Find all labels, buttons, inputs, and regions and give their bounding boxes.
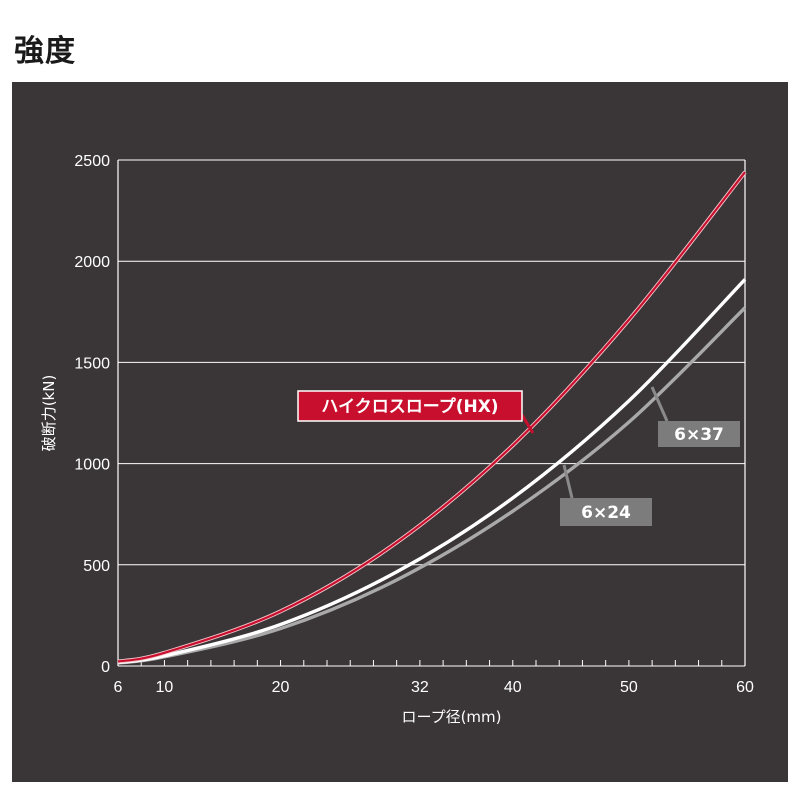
legend-6x24-leader xyxy=(562,464,574,499)
page-title: 強度 xyxy=(14,34,76,69)
chart-svg: 0 500 1000 1500 2000 2500 6 10 20 32 40 50 60 ハイクロス… xyxy=(40,153,754,726)
x-tick-label: 50 xyxy=(620,679,638,696)
legend-hx-label: ハイクロスロープ(HX) xyxy=(321,396,498,417)
x-tick-label: 6 xyxy=(114,679,123,696)
y-tick-label: 2000 xyxy=(74,254,110,271)
series-line-hx xyxy=(117,171,746,663)
y-tick-label: 500 xyxy=(83,558,110,575)
x-tick-label: 10 xyxy=(156,679,174,696)
legend-6x37-label: 6×37 xyxy=(674,425,724,445)
x-tick-label: 32 xyxy=(411,679,429,696)
x-tick-label: 40 xyxy=(504,679,522,696)
series-line-6x24 xyxy=(117,306,747,665)
x-tick-label: 60 xyxy=(736,679,754,696)
y-tick-label: 1000 xyxy=(74,457,110,474)
legend-6x37-box xyxy=(658,421,740,447)
legend-hx-box xyxy=(297,390,523,422)
x-axis-title: ロープ径(mm) xyxy=(401,708,501,726)
chart-panel: 0 500 1000 1500 2000 2500 6 10 20 32 40 50 60 ハイクロス… xyxy=(12,82,788,782)
y-tick-label: 0 xyxy=(101,659,110,676)
series-line-6x37 xyxy=(117,278,747,665)
y-axis-title: 破断力(kN) xyxy=(40,375,58,452)
x-tick-label: 20 xyxy=(272,679,290,696)
legend-6x24-box xyxy=(560,498,652,526)
y-tick-label: 1500 xyxy=(74,355,110,372)
legend-hx-leader xyxy=(520,414,535,434)
y-tick-label: 2500 xyxy=(74,153,110,170)
legend-6x24-label: 6×24 xyxy=(581,503,631,523)
legend-6x37-leader xyxy=(650,386,669,422)
